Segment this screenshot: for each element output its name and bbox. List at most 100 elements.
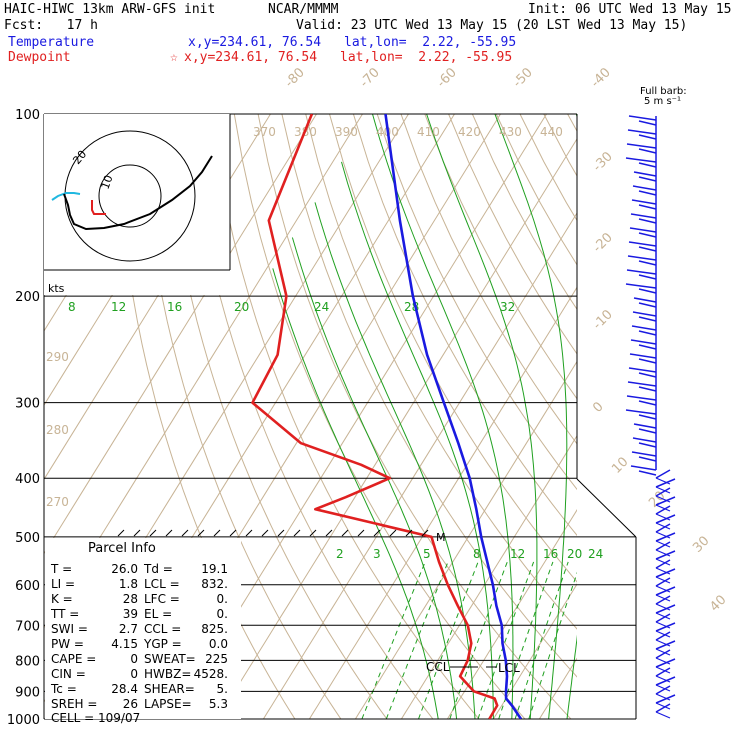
wind-barb	[628, 115, 657, 121]
dry-adiabat	[233, 114, 526, 719]
dry-adiabat	[352, 114, 577, 537]
wind-barb	[626, 269, 657, 275]
mixing-label: 3	[373, 547, 381, 561]
mixing-label: 5	[423, 547, 431, 561]
wind-barb	[631, 199, 657, 205]
lcl-label: LCL	[498, 661, 520, 675]
isotherm-label: -50	[510, 65, 536, 91]
theta-label: 370	[253, 125, 276, 139]
moist-adiabat	[494, 114, 568, 719]
hatch-mark	[165, 529, 173, 537]
wind-barb	[655, 567, 671, 575]
wind-barb	[625, 283, 657, 289]
wind-barb	[638, 260, 657, 266]
temperature-xy: x,y=234.61, 76.54	[188, 35, 322, 50]
temperature-label: Temperature	[8, 35, 95, 50]
parcel-value: 19.1	[201, 562, 228, 576]
model-title: HAIC-HIWC 13km ARW-GFS init	[4, 2, 216, 17]
mixing-ratio-line	[528, 571, 577, 719]
org-label: NCAR/MMMM	[268, 2, 339, 17]
hatch-mark	[261, 529, 269, 537]
pressure-tick-label: 800	[15, 654, 40, 669]
parcel-key: K =	[51, 592, 73, 606]
dry-adiabat	[376, 114, 577, 491]
dry-adiabat	[592, 114, 740, 719]
hatch-mark	[341, 529, 349, 537]
theta-label: 420	[458, 125, 481, 139]
dry-adiabat	[495, 114, 577, 266]
moist-adiabat	[372, 114, 514, 719]
pressure-tick-label: 300	[15, 397, 40, 412]
wind-barb	[638, 344, 657, 350]
parcel-key: SWEAT=	[144, 652, 196, 666]
wind-barb	[630, 339, 657, 345]
wind-barb	[655, 514, 676, 524]
temperature-profile	[384, 114, 523, 719]
parcel-value: 26	[123, 697, 138, 711]
dry-adiabat	[210, 114, 480, 719]
wind-barb	[638, 302, 657, 308]
wind-barb	[655, 631, 671, 641]
hatch-mark	[117, 529, 125, 537]
wind-barb	[638, 162, 657, 168]
wind-barb	[655, 694, 676, 704]
hatch-mark	[213, 529, 221, 537]
parcel-key: Td =	[143, 562, 173, 576]
wind-barb	[655, 711, 671, 719]
isotherm-line	[492, 583, 577, 719]
valid-time: Valid: 23 UTC Wed 13 May 15 (20 LST Wed …	[296, 18, 688, 33]
wind-barb	[638, 358, 657, 364]
wind-barb	[655, 550, 676, 560]
isotherm-label: -10	[590, 307, 616, 333]
pressure-tick-label: 400	[15, 472, 40, 487]
theta-label: 440	[540, 125, 563, 139]
parcel-key: Tc =	[50, 682, 77, 696]
parcel-key: CAPE =	[51, 652, 96, 666]
mixing-label: 8	[473, 547, 481, 561]
isotherm-line	[400, 434, 577, 719]
mixing-ratio-line	[418, 561, 479, 719]
hatch-mark	[389, 529, 397, 537]
wind-barb	[638, 232, 657, 238]
wind-barb	[655, 504, 671, 512]
isotherm-line	[446, 509, 577, 719]
wind-barb	[627, 255, 657, 261]
wind-barb	[655, 531, 671, 539]
wind-barb	[633, 171, 657, 177]
wind-barb	[655, 613, 671, 623]
hodograph-ring-10	[98, 164, 162, 228]
pressure-tick-label: 100	[15, 108, 40, 123]
wind-barb	[631, 325, 657, 331]
parcel-value: 825.	[201, 622, 228, 636]
wind-barb	[655, 703, 671, 713]
isotherm-label: 10	[609, 455, 631, 477]
hatch-mark	[325, 529, 333, 537]
wind-barb	[655, 684, 671, 692]
wind-barb	[630, 213, 657, 219]
mixing-label: 2	[336, 547, 344, 561]
parcel-key: CIN =	[51, 667, 86, 681]
wind-barb	[638, 190, 657, 196]
wind-barb	[638, 218, 657, 224]
dry-adiabat	[448, 114, 577, 355]
parcel-key: LCL =	[144, 577, 180, 591]
wind-barb	[655, 487, 671, 497]
parcel-value: 1.8	[119, 577, 138, 591]
wind-barb	[655, 676, 676, 686]
dry-adiabat	[162, 114, 388, 719]
parcel-value: 832.	[201, 577, 228, 591]
forecast-hour: Fcst: 17 h	[4, 18, 98, 33]
wind-barb	[638, 470, 657, 476]
wind-barb	[655, 594, 671, 602]
wind-barb	[655, 540, 671, 548]
theta-label: 290	[46, 350, 69, 364]
parcel-value: 39	[123, 607, 138, 621]
hatch-mark	[229, 529, 237, 537]
wind-barb	[655, 513, 671, 521]
wind-barb	[626, 395, 657, 401]
hatch-mark	[405, 529, 413, 537]
wind-barb	[655, 486, 671, 494]
temperature-latlon: lat,lon= 2.22, -55.95	[344, 35, 517, 50]
wind-barb	[625, 157, 657, 163]
